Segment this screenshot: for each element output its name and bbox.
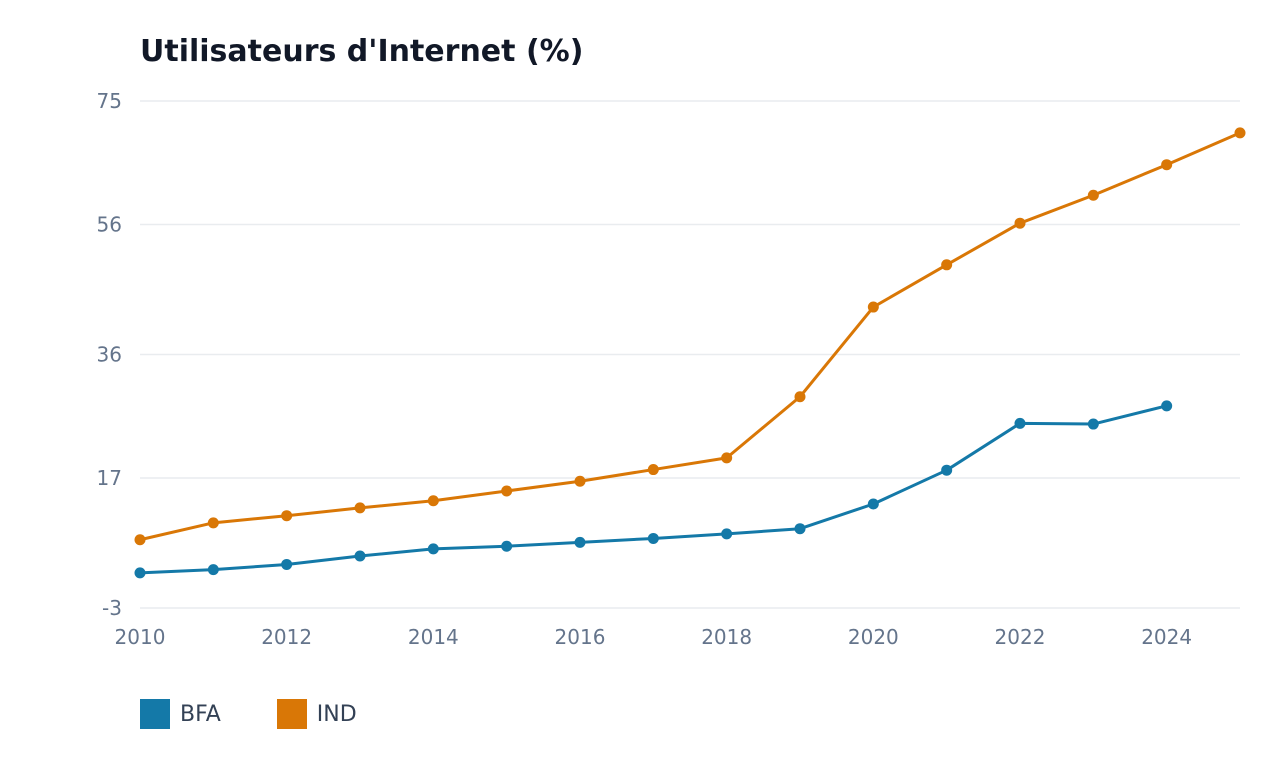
data-point-bfa bbox=[867, 498, 879, 510]
data-point-ind bbox=[1161, 159, 1173, 171]
data-point-bfa bbox=[1161, 400, 1173, 412]
data-point-bfa bbox=[1014, 417, 1026, 429]
data-point-ind bbox=[721, 452, 733, 464]
legend-swatch bbox=[276, 699, 307, 729]
data-point-ind bbox=[1014, 217, 1026, 229]
chart-title: Utilisateurs d'Internet (%) bbox=[140, 34, 583, 69]
data-point-ind bbox=[574, 475, 586, 487]
x-axis: 2010 2012 2014 2016 2018 2020 2022 2024 bbox=[115, 625, 1193, 649]
data-point-ind bbox=[941, 259, 953, 271]
y-tick-label: 75 bbox=[97, 89, 122, 113]
data-point-bfa bbox=[647, 532, 659, 544]
data-point-bfa bbox=[281, 558, 293, 570]
data-point-ind bbox=[1087, 189, 1099, 201]
y-axis: -3 17 36 56 75 bbox=[97, 89, 122, 620]
data-point-bfa bbox=[721, 528, 733, 540]
y-tick-label: -3 bbox=[102, 596, 122, 620]
series-line-bfa bbox=[139, 404, 1168, 575]
series-bfa bbox=[134, 400, 1173, 579]
legend-swatch bbox=[140, 699, 170, 729]
data-point-ind bbox=[354, 502, 366, 514]
data-point-bfa bbox=[501, 540, 513, 552]
data-point-ind bbox=[794, 391, 806, 403]
data-point-bfa bbox=[794, 523, 806, 535]
legend-item-ind: IND bbox=[276, 699, 357, 729]
data-point-ind bbox=[281, 510, 293, 522]
data-point-ind bbox=[501, 485, 513, 497]
data-point-bfa bbox=[427, 543, 439, 555]
data-point-bfa bbox=[574, 536, 586, 548]
y-tick-label: 17 bbox=[97, 466, 122, 490]
x-tick-label: 2012 bbox=[261, 625, 312, 649]
data-point-bfa bbox=[941, 464, 953, 476]
data-point-bfa bbox=[207, 564, 219, 576]
legend-label: BFA bbox=[180, 701, 221, 727]
x-tick-label: 2020 bbox=[848, 625, 899, 649]
x-tick-label: 2022 bbox=[995, 625, 1046, 649]
x-tick-label: 2010 bbox=[115, 625, 166, 649]
data-point-bfa bbox=[1087, 418, 1099, 430]
y-tick-label: 56 bbox=[97, 213, 122, 237]
data-point-bfa bbox=[354, 550, 366, 562]
data-point-ind bbox=[647, 464, 659, 476]
x-tick-label: 2016 bbox=[555, 625, 606, 649]
grid bbox=[140, 100, 1240, 609]
data-point-ind bbox=[867, 301, 879, 313]
data-point-ind bbox=[427, 495, 439, 507]
series-line-ind bbox=[139, 131, 1241, 542]
y-tick-label: 36 bbox=[97, 343, 122, 367]
data-point-bfa bbox=[134, 567, 146, 579]
x-tick-label: 2018 bbox=[701, 625, 752, 649]
legend-label: IND bbox=[316, 701, 357, 727]
legend-item-bfa: BFA bbox=[140, 699, 221, 729]
x-tick-label: 2024 bbox=[1141, 625, 1192, 649]
legend: BFA IND bbox=[140, 699, 413, 729]
data-point-ind bbox=[1234, 127, 1246, 139]
x-tick-label: 2014 bbox=[408, 625, 459, 649]
data-point-ind bbox=[207, 517, 219, 529]
series-ind bbox=[134, 127, 1246, 546]
data-point-ind bbox=[134, 534, 146, 546]
series-group bbox=[134, 127, 1246, 579]
